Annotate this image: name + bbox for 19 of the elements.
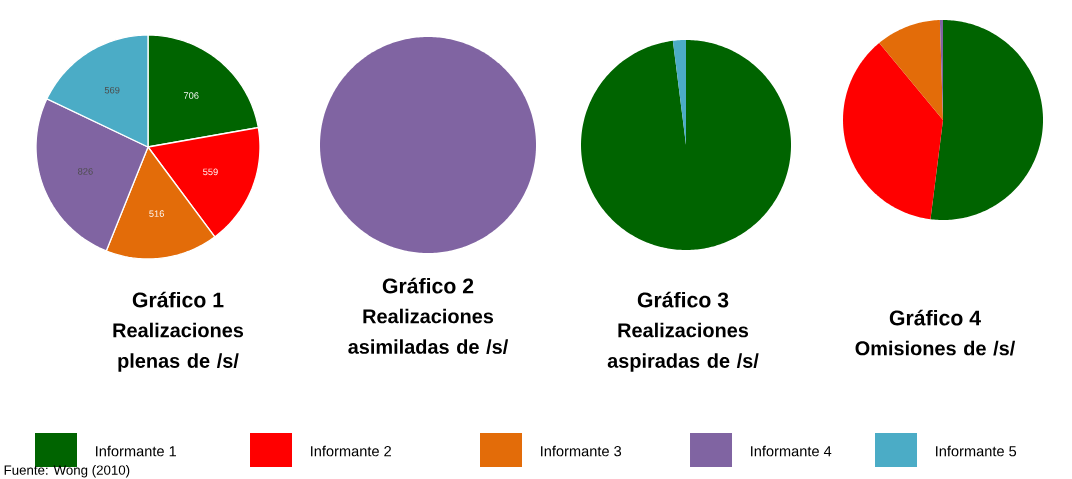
text: Gráfico 4 xyxy=(889,309,981,326)
data-label: 706 xyxy=(183,92,199,99)
text: Omisiones de /s/ xyxy=(855,340,1016,356)
legend-label: Informante 1 xyxy=(96,445,176,457)
data-label: 559 xyxy=(203,168,218,176)
text: Realizaciones aspiradas de /s/ xyxy=(607,322,759,372)
data-label: 516 xyxy=(149,210,164,217)
legend-label: Informante 5 xyxy=(936,445,1017,457)
text: Realizaciones plenas de /s/ xyxy=(113,322,244,372)
legend-label: Informante 3 xyxy=(541,445,622,457)
legend-label: Informante 4 xyxy=(751,445,832,457)
text: Gráfico 1 xyxy=(132,291,224,308)
data-label: 569 xyxy=(104,86,120,94)
text: Gráfico 3 xyxy=(637,291,729,308)
legend-label: Informante 2 xyxy=(311,445,391,457)
text: Realizaciones asimiladas de /s/ xyxy=(348,308,509,355)
text: Gráfico 2 xyxy=(382,277,474,294)
source-note: Fuente: Wong (2010) xyxy=(4,465,130,478)
data-label: 826 xyxy=(78,168,93,175)
